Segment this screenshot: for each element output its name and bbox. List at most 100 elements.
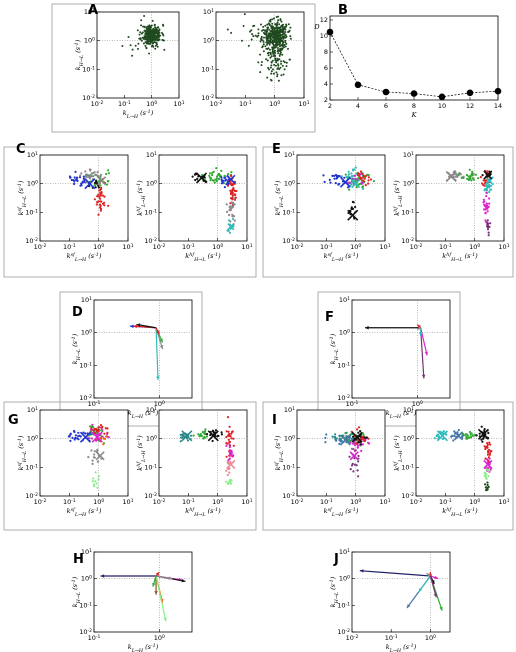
plot-j-xlabel: kL→H (s-1) <box>386 643 417 652</box>
data-point <box>488 190 491 194</box>
data-point <box>154 44 157 47</box>
data-point <box>215 175 219 178</box>
data-point <box>260 61 263 63</box>
data-point <box>273 30 276 33</box>
data-point <box>229 435 232 438</box>
data-point <box>268 23 271 26</box>
data-point <box>99 194 102 197</box>
data-point <box>333 177 336 180</box>
data-point <box>357 426 361 429</box>
plot-h-frame <box>93 551 193 633</box>
plot-g-left-xtick-label: 100 <box>93 498 104 507</box>
plot-f-ytick-label: 10-2 <box>337 394 350 403</box>
data-point <box>228 213 231 217</box>
data-point <box>211 429 214 432</box>
plot-i-right-xtick-label: 10-2 <box>410 498 423 507</box>
data-point <box>487 449 490 452</box>
centroid-marker <box>227 223 235 231</box>
data-point <box>233 193 236 196</box>
data-point <box>274 43 277 46</box>
plot-a-right-xtick-label: 10-2 <box>210 100 223 109</box>
panel-label-i: I <box>272 413 277 428</box>
plot-d-xtick-label: 100 <box>154 400 165 409</box>
plot-g-right-ytick-label: 101 <box>146 406 157 415</box>
data-point <box>262 25 265 28</box>
plot-g-right-ytick-label: 10-1 <box>144 463 157 472</box>
data-point <box>322 174 325 177</box>
plot-b-ytick-label: 4 <box>324 80 328 88</box>
plot-g-right-xtick-label: 101 <box>241 498 252 507</box>
data-point <box>143 15 146 17</box>
plot-d-ylabel: kH→L (s-1) <box>71 333 82 364</box>
data-point <box>365 436 368 439</box>
data-point <box>269 35 272 38</box>
data-point <box>472 173 475 176</box>
data-point <box>227 481 231 484</box>
arrow-head <box>159 345 164 349</box>
data-point <box>484 483 487 486</box>
data-point <box>362 187 365 190</box>
data-point <box>486 206 489 209</box>
data-point <box>77 431 80 434</box>
plot-e-left-xlabel: ksfL→H (s-1) <box>324 252 359 263</box>
data-point <box>369 178 373 181</box>
centroid-marker <box>95 451 105 461</box>
data-point <box>228 471 231 474</box>
data-point <box>84 174 87 178</box>
data-point <box>266 23 269 26</box>
data-point <box>334 433 337 436</box>
data-point <box>158 31 161 34</box>
data-point <box>131 54 134 57</box>
arrow-head <box>159 338 163 343</box>
data-point <box>272 42 275 45</box>
data-point <box>268 43 271 46</box>
data-point <box>469 433 472 436</box>
data-point <box>84 432 87 435</box>
data-point <box>270 27 273 30</box>
data-point <box>161 32 163 34</box>
data-point <box>329 181 332 184</box>
data-point <box>488 441 491 444</box>
panel-d-frame <box>59 291 203 427</box>
data-point <box>270 79 273 82</box>
data-point <box>157 39 160 42</box>
data-point <box>357 460 360 463</box>
data-point <box>266 28 269 31</box>
data-point <box>274 64 277 67</box>
data-point <box>489 222 492 225</box>
data-point <box>461 432 464 435</box>
data-point <box>487 234 490 237</box>
data-point <box>277 79 280 82</box>
data-point <box>136 29 139 32</box>
data-point <box>156 32 159 35</box>
plot-b-point <box>438 93 446 101</box>
data-point <box>94 183 97 187</box>
data-point <box>270 70 273 73</box>
data-point <box>93 171 96 174</box>
plot-i-right-ytick-label: 101 <box>403 406 414 415</box>
data-point <box>442 430 445 433</box>
data-point <box>250 38 253 41</box>
data-point <box>367 179 370 182</box>
plot-b-xtick-label: 4 <box>356 102 360 110</box>
data-point <box>353 463 356 466</box>
centroid-marker <box>436 430 448 442</box>
plot-i-right-xtick-label: 100 <box>469 498 480 507</box>
data-point <box>149 34 152 37</box>
panel-i-frame <box>262 401 514 531</box>
data-point <box>483 200 486 203</box>
plot-i-left-xtick-label: 100 <box>350 498 361 507</box>
data-point <box>94 480 97 483</box>
plot-b-xtick-label: 10 <box>438 102 446 110</box>
data-point <box>147 39 149 42</box>
data-point <box>358 175 361 178</box>
data-point <box>486 453 490 456</box>
data-point <box>489 188 492 191</box>
data-point <box>275 38 278 41</box>
data-point <box>75 177 78 180</box>
data-point <box>334 173 338 177</box>
data-point <box>81 181 84 184</box>
data-point <box>104 427 107 430</box>
data-point <box>144 32 147 35</box>
data-point <box>277 67 280 70</box>
